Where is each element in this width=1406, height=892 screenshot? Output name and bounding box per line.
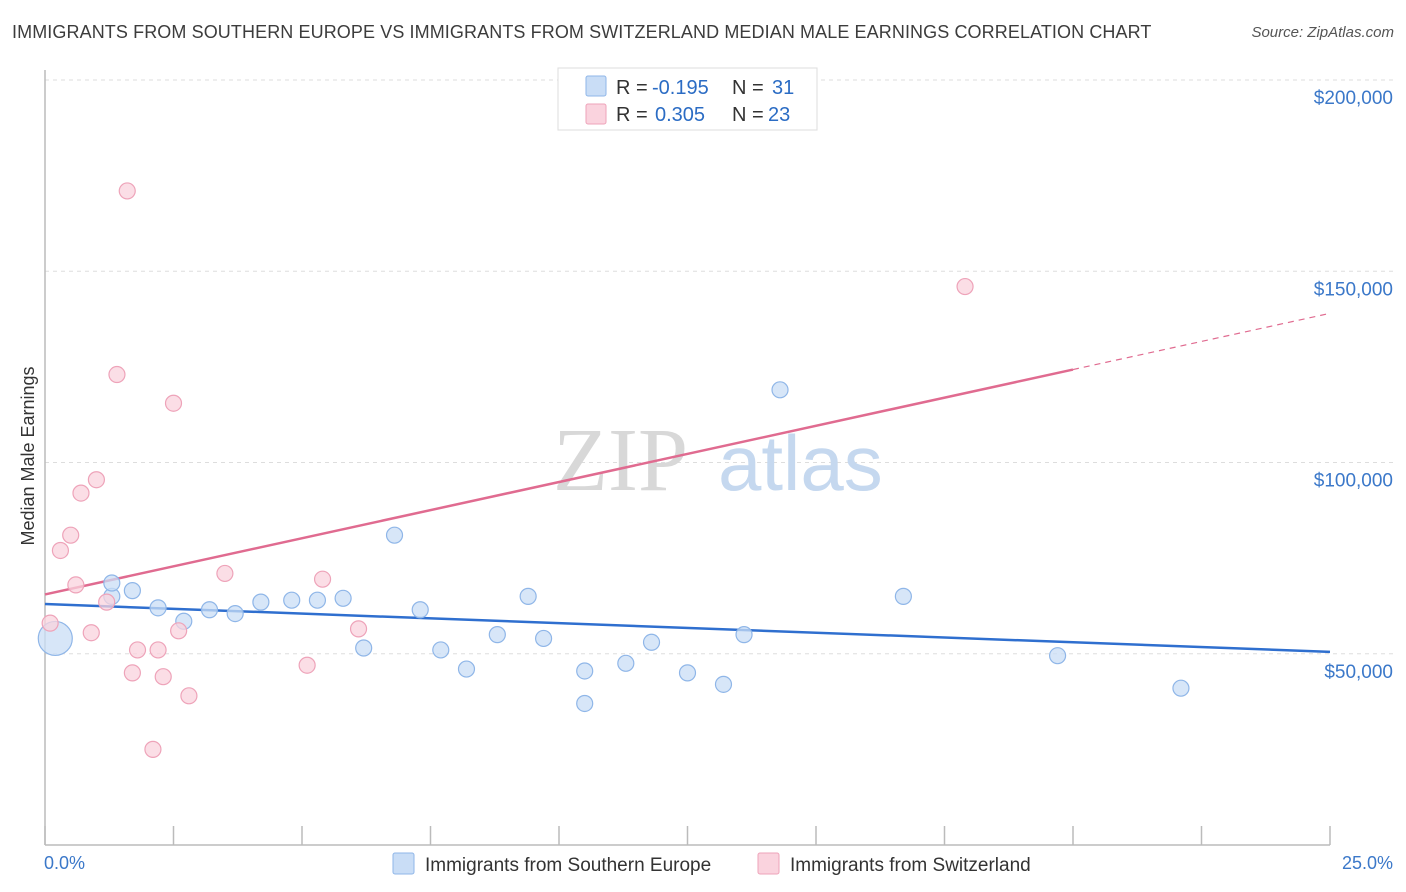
- legend-n-label-pink: N =: [732, 104, 764, 126]
- data-point-southern-europe: [334, 589, 352, 607]
- data-point-switzerland: [180, 687, 198, 705]
- grid-layer: [45, 79, 1393, 655]
- data-point-switzerland: [67, 576, 85, 594]
- chart-title: IMMIGRANTS FROM SOUTHERN EUROPE VS IMMIG…: [12, 22, 1152, 42]
- data-points: [37, 182, 1190, 758]
- data-point-switzerland: [123, 664, 141, 682]
- data-point-switzerland: [298, 656, 316, 674]
- data-point-southern-europe: [576, 694, 594, 713]
- data-point-southern-europe: [200, 601, 219, 619]
- y-axis-title: Median Male Earnings: [18, 366, 38, 545]
- data-point-southern-europe: [617, 654, 635, 672]
- data-point-southern-europe: [678, 664, 697, 682]
- data-point-southern-europe: [283, 591, 301, 609]
- data-point-southern-europe: [411, 601, 429, 619]
- data-point-switzerland: [51, 541, 70, 560]
- legend-r-label-blue: R =: [616, 77, 648, 99]
- legend-n-value-blue: 31: [772, 77, 794, 99]
- data-point-southern-europe: [771, 381, 789, 399]
- data-point-southern-europe: [226, 604, 244, 623]
- data-point-southern-europe: [308, 591, 327, 609]
- data-point-southern-europe: [385, 526, 404, 544]
- source-credit: Source: ZipAtlas.com: [1251, 24, 1394, 41]
- watermark-atlas: atlas: [718, 419, 883, 507]
- data-point-southern-europe: [103, 574, 121, 592]
- trend-line-solid: [44, 368, 1074, 596]
- series-label-blue: Immigrants from Southern Europe: [425, 855, 711, 876]
- data-point-southern-europe: [534, 629, 553, 648]
- y-tick-label: $150,000: [1314, 279, 1393, 300]
- data-point-southern-europe: [576, 662, 594, 680]
- series-label-pink: Immigrants from Switzerland: [790, 855, 1031, 876]
- data-point-southern-europe: [894, 587, 912, 605]
- x-tick-label-min: 0.0%: [44, 853, 85, 873]
- legend-n-value-pink: 23: [768, 104, 790, 126]
- data-point-switzerland: [41, 614, 59, 632]
- y-tick-label: $100,000: [1314, 471, 1393, 492]
- data-point-southern-europe: [735, 626, 753, 644]
- legend-r-value-pink: 0.305: [655, 104, 705, 126]
- data-point-switzerland: [170, 622, 188, 640]
- x-tick-label-max: 25.0%: [1342, 853, 1393, 873]
- data-point-switzerland: [144, 740, 162, 758]
- series-legend: Immigrants from Southern Europe Immigran…: [392, 852, 1031, 876]
- data-point-switzerland: [349, 620, 368, 638]
- y-tick-labels: $50,000 $100,000 $150,000 $200,000: [1314, 88, 1393, 683]
- legend-n-label-blue: N =: [732, 77, 764, 99]
- data-point-switzerland: [313, 570, 332, 588]
- data-point-switzerland: [956, 277, 974, 296]
- correlation-legend: R = -0.195 N = 31 R = 0.305 N = 23: [557, 67, 818, 131]
- series-swatch-blue: [392, 852, 415, 875]
- data-point-switzerland: [62, 526, 80, 544]
- legend-swatch-pink: [585, 103, 607, 125]
- data-point-switzerland: [82, 624, 100, 642]
- y-tick-label: $200,000: [1314, 88, 1393, 109]
- data-point-southern-europe: [457, 660, 476, 678]
- legend-r-value-blue: -0.195: [652, 77, 709, 99]
- data-point-switzerland: [154, 668, 172, 686]
- trend-line-solid: [44, 602, 1331, 654]
- data-point-southern-europe: [149, 599, 167, 617]
- data-point-switzerland: [128, 641, 147, 659]
- series-swatch-pink: [757, 852, 780, 875]
- y-tick-label: $50,000: [1324, 662, 1393, 683]
- data-point-switzerland: [164, 394, 183, 412]
- watermark: ZIP atlas: [553, 411, 883, 510]
- data-point-switzerland: [118, 182, 136, 200]
- trend-lines: [44, 312, 1331, 654]
- data-point-switzerland: [98, 593, 116, 611]
- trend-line-dashed: [1072, 312, 1331, 371]
- data-point-switzerland: [216, 564, 234, 583]
- watermark-zip: ZIP: [553, 411, 688, 510]
- legend-swatch-blue: [585, 75, 607, 97]
- data-point-southern-europe: [432, 641, 450, 659]
- data-point-southern-europe: [123, 582, 141, 600]
- data-point-switzerland: [72, 484, 90, 502]
- legend-r-label-pink: R =: [616, 104, 648, 126]
- data-point-southern-europe: [642, 633, 661, 651]
- data-point-switzerland: [108, 365, 126, 384]
- data-point-southern-europe: [714, 675, 733, 693]
- data-point-switzerland: [87, 471, 106, 489]
- data-point-southern-europe: [355, 639, 373, 657]
- data-point-southern-europe: [1172, 679, 1190, 697]
- data-point-southern-europe: [519, 587, 537, 605]
- data-point-southern-europe: [1048, 647, 1067, 665]
- x-tick-marks: [44, 826, 1331, 845]
- data-point-southern-europe: [488, 626, 506, 644]
- data-point-switzerland: [149, 641, 167, 659]
- data-point-southern-europe: [252, 593, 270, 611]
